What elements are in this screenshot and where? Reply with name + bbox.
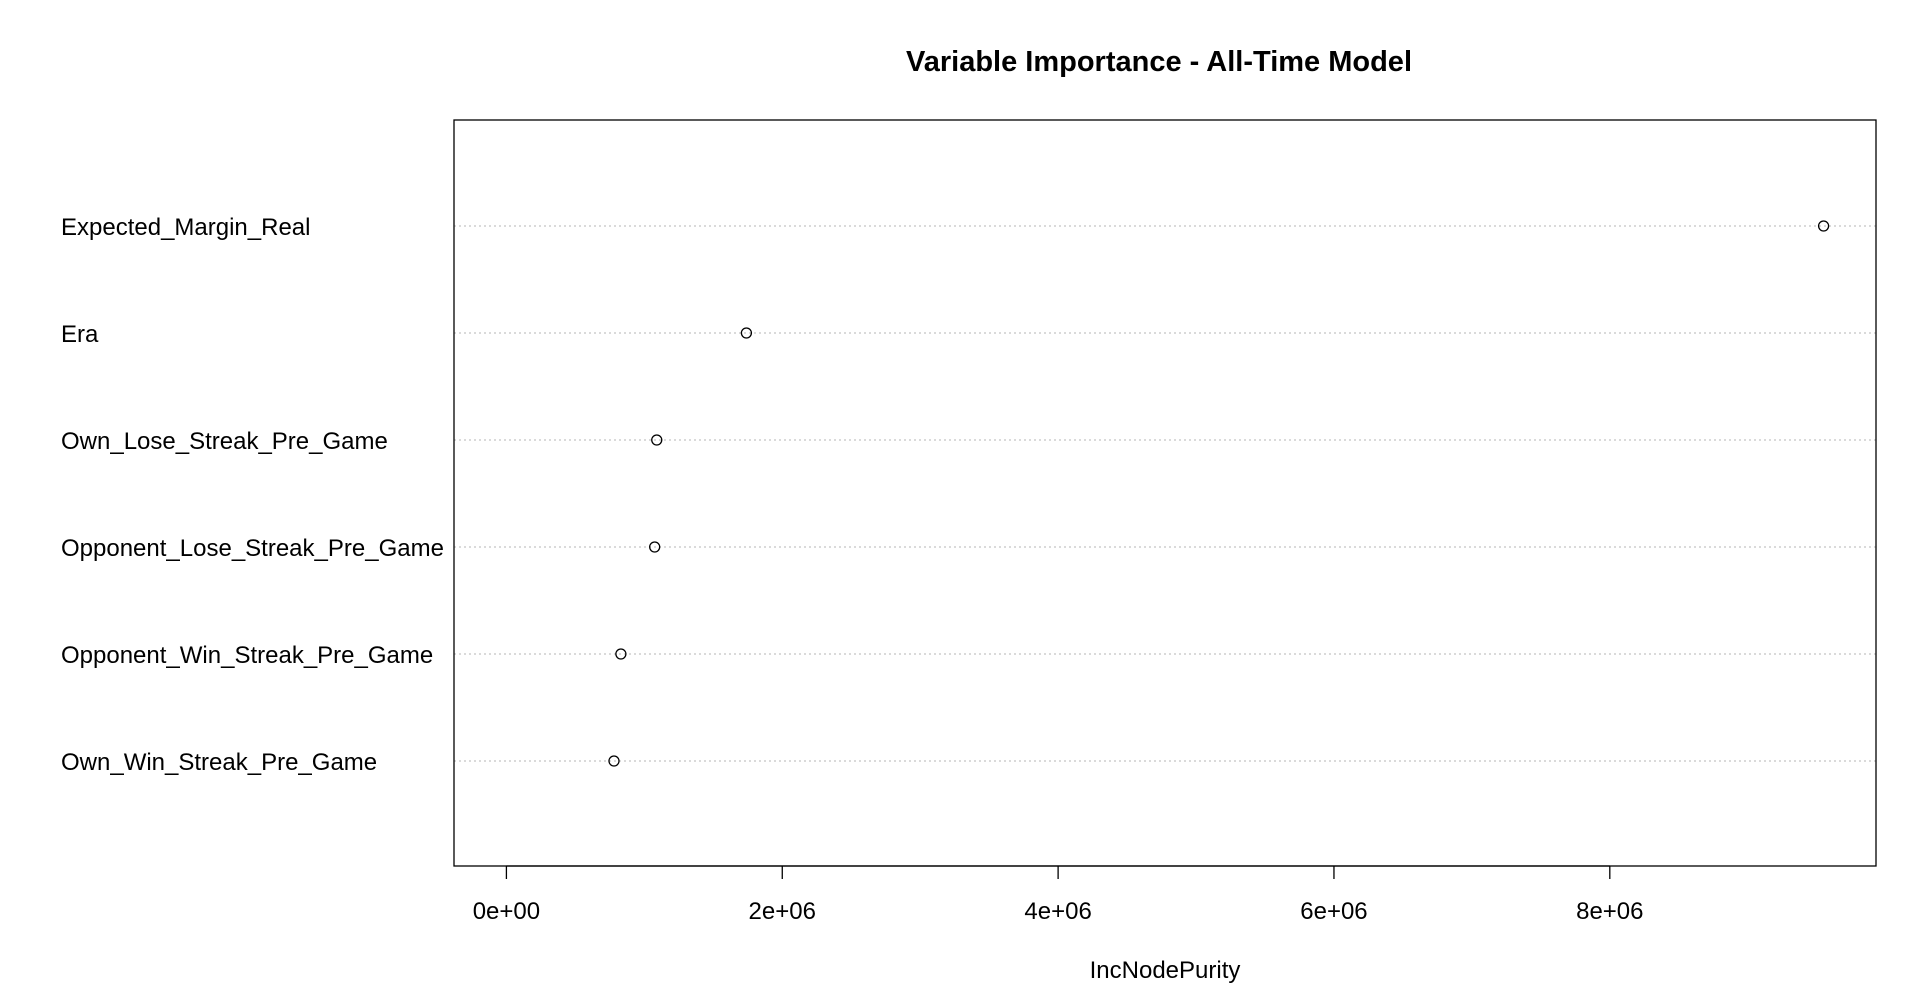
x-tick-label: 8e+06 (1576, 898, 1643, 925)
data-point (615, 648, 627, 660)
category-labels: Expected_Margin_Real Era Own_Lose_Streak_P… (61, 214, 444, 776)
category-label: Own_Lose_Streak_Pre_Game (61, 428, 388, 455)
x-axis: 0e+00 2e+06 4e+06 6e+06 8e+06 (473, 865, 1644, 925)
data-point (651, 434, 663, 446)
plot-frame (453, 119, 1877, 867)
x-tick-label: 0e+00 (473, 898, 540, 925)
data-point (608, 755, 620, 767)
data-points (608, 220, 1830, 767)
chart-title: Variable Importance - All-Time Model (906, 46, 1412, 78)
category-label: Own_Win_Streak_Pre_Game (61, 749, 377, 776)
category-label: Opponent_Lose_Streak_Pre_Game (61, 535, 444, 562)
data-point (1817, 220, 1830, 232)
data-point (649, 541, 661, 553)
x-tick-label: 6e+06 (1300, 898, 1367, 925)
category-label: Era (61, 321, 99, 348)
category-label: Expected_Margin_Real (61, 214, 310, 241)
x-axis-label: IncNodePurity (1090, 957, 1241, 984)
data-point (740, 327, 753, 339)
category-label: Opponent_Win_Streak_Pre_Game (61, 642, 433, 669)
x-tick-label: 2e+06 (749, 898, 816, 925)
grid-lines (454, 225, 1876, 762)
x-tick-label: 4e+06 (1024, 898, 1091, 925)
